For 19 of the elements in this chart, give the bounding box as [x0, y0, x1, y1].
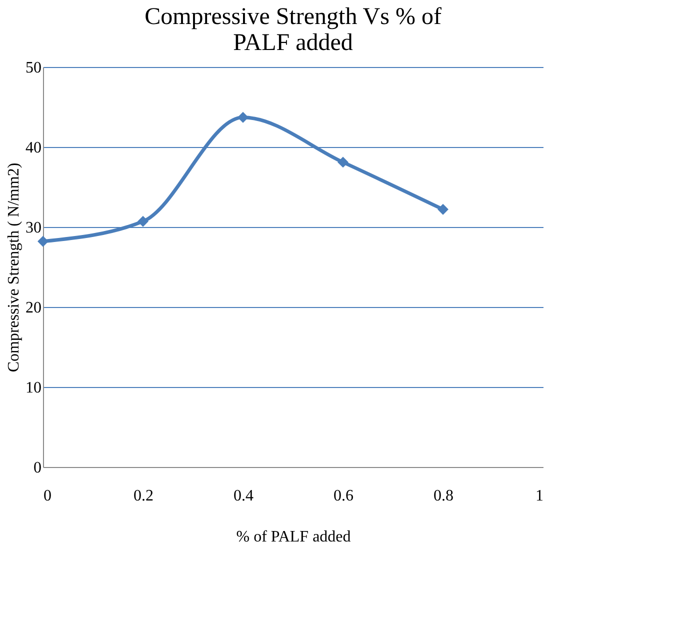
y-tick-label: 0: [34, 460, 42, 476]
point: [138, 216, 148, 227]
chart-title: Compressive Strength Vs % of PALF added: [144, 4, 442, 56]
point: [338, 156, 348, 168]
x-tick-label: 0.8: [434, 488, 454, 504]
y-axis-title: Compressive Strength ( N/mm2): [6, 162, 22, 372]
point: [38, 236, 48, 247]
y-tick-label: 20: [26, 300, 42, 316]
point: [438, 204, 448, 215]
x-tick-label: 0.6: [334, 488, 354, 504]
point: [238, 112, 248, 123]
y-tick-label: 40: [26, 140, 42, 156]
x-tick-label: 1: [536, 488, 544, 504]
y-tick-label: 10: [26, 380, 42, 396]
x-tick-label: 0.2: [134, 488, 154, 504]
x-tick-label: 0.4: [234, 488, 254, 504]
y-tick-label: 30: [26, 220, 42, 236]
y-tick-label: 50: [26, 60, 42, 76]
x-axis-title: % of PALF added: [236, 528, 351, 546]
